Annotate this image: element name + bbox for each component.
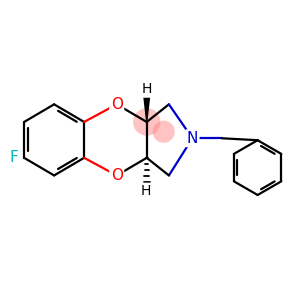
Polygon shape [143, 93, 150, 122]
Text: H: H [142, 82, 152, 96]
Text: F: F [10, 150, 19, 165]
Text: N: N [187, 131, 198, 146]
Text: O: O [111, 97, 123, 112]
Circle shape [133, 108, 160, 136]
Circle shape [153, 121, 175, 143]
Text: O: O [111, 168, 123, 183]
Text: H: H [140, 184, 151, 198]
